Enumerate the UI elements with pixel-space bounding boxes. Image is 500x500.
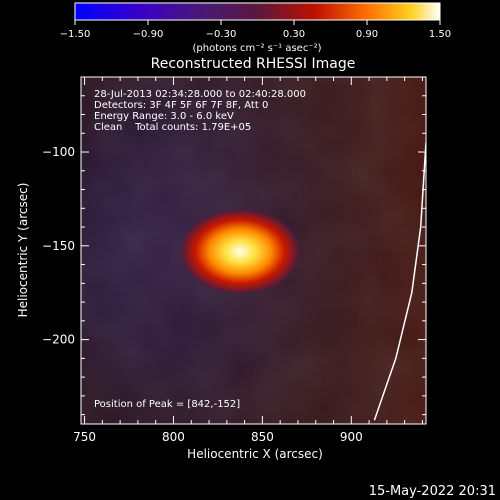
- plot-frame: [80, 76, 427, 425]
- annotation-detectors: Detectors: 3F 4F 5F 6F 7F 8F, Att 0: [94, 100, 268, 111]
- colorbar-tick-label: −0.90: [133, 29, 164, 40]
- y-tick-label: −100: [42, 145, 75, 159]
- colorbar-tick-label: 0.90: [356, 29, 378, 40]
- x-tick-label: 850: [251, 430, 274, 444]
- annotation-clean: Clean Total counts: 1.79E+05: [94, 122, 251, 133]
- chart-title: Reconstructed RHESSI Image: [151, 56, 356, 72]
- colorbar-tick-label: 0.30: [283, 29, 305, 40]
- image-area: [81, 77, 426, 424]
- x-tick-label: 750: [73, 430, 96, 444]
- x-axis-label: Heliocentric X (arcsec): [187, 447, 323, 461]
- solar-limb-curve: [373, 142, 426, 421]
- annotation-time-range: 28-Jul-2013 02:34:28.000 to 02:40:28.000: [94, 89, 306, 100]
- footer-timestamp: 15-May-2022 20:31: [369, 484, 496, 499]
- colorbar: [74, 2, 441, 21]
- colorbar-ticks: −1.50 −0.90 −0.30 0.30 0.90 1.50: [60, 20, 451, 40]
- y-tick-label: −200: [42, 333, 75, 347]
- y-axis-label: Heliocentric Y (arcsec): [16, 183, 30, 318]
- x-tick-label: 800: [162, 430, 185, 444]
- x-tick-label: 900: [340, 430, 363, 444]
- colorbar-tick-label: −0.30: [206, 29, 237, 40]
- annotation-energy: Energy Range: 3.0 - 6.0 keV: [94, 111, 234, 122]
- y-tick-label: −150: [42, 239, 75, 253]
- colorbar-label: (photons cm⁻² s⁻¹ asec⁻²): [192, 43, 321, 54]
- annotation-peak-position: Position of Peak = [842,-152]: [94, 399, 240, 410]
- xray-source: [178, 207, 303, 296]
- axis-ticks: 750 800 850 900 −100 −150 −200: [42, 76, 426, 444]
- colorbar-tick-label: 1.50: [429, 29, 451, 40]
- colorbar-tick-label: −1.50: [60, 29, 91, 40]
